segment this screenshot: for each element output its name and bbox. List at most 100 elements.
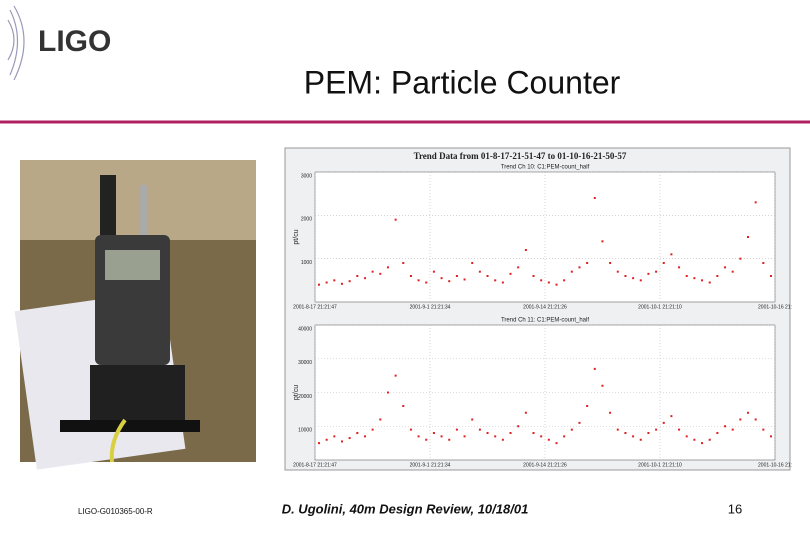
data-point [762, 262, 765, 264]
data-point [440, 277, 443, 280]
data-point [632, 277, 635, 280]
data-point [754, 201, 757, 204]
data-point [494, 435, 497, 438]
data-point [448, 438, 451, 441]
data-point [524, 411, 527, 414]
data-point [509, 432, 512, 434]
data-point [701, 442, 704, 445]
data-point [601, 384, 604, 387]
y-tick-label: 2000 [301, 217, 312, 223]
x-tick-label: 2001-9-14 21:21:26 [523, 304, 567, 310]
data-point [325, 281, 328, 284]
data-point [348, 437, 351, 440]
logo-arcs [7, 5, 25, 81]
data-point [363, 277, 366, 280]
data-point [685, 275, 688, 277]
data-point [563, 279, 566, 282]
data-point [386, 391, 389, 394]
y-axis-label: pt/cu [293, 229, 300, 244]
data-point [647, 272, 650, 275]
plot-subtitle: Trend Ch 10: C1:PEM-count_half [501, 165, 590, 171]
data-point [739, 257, 742, 260]
data-point [386, 266, 389, 269]
data-point [471, 418, 474, 421]
data-point [417, 279, 420, 282]
data-point [593, 367, 596, 370]
y-tick-label: 40000 [298, 326, 312, 332]
y-tick-label: 10000 [298, 428, 312, 434]
data-point [708, 281, 711, 284]
x-tick-label: 2001-10-16 21: [758, 462, 792, 468]
data-point [693, 438, 696, 441]
data-point [578, 266, 581, 269]
data-point [647, 432, 650, 434]
data-point [371, 428, 374, 431]
y-tick-label: 30000 [298, 360, 312, 366]
y-tick-label: 20000 [298, 394, 312, 400]
data-point [455, 275, 458, 277]
data-point [770, 275, 772, 277]
data-point [318, 442, 320, 445]
y-tick-label: 3000 [301, 173, 312, 179]
data-point [754, 418, 757, 421]
data-point [379, 418, 382, 421]
data-point [547, 281, 550, 284]
data-point [685, 435, 688, 438]
data-point [409, 428, 412, 431]
data-point [570, 270, 573, 273]
data-point [318, 283, 320, 286]
data-point [432, 432, 435, 434]
data-point [563, 435, 566, 438]
data-point [731, 428, 734, 431]
data-point [624, 275, 627, 277]
data-point [547, 438, 550, 441]
data-point [463, 435, 466, 438]
data-point [586, 405, 589, 407]
data-point [440, 435, 443, 438]
data-point [486, 275, 489, 277]
data-point [394, 218, 397, 221]
data-point [693, 277, 696, 280]
doc-id: LIGO-G010365-00-R [78, 507, 153, 516]
data-point [632, 435, 635, 438]
data-point [616, 428, 619, 431]
x-tick-label: 2001-8-17 21:21:47 [293, 462, 337, 468]
data-point [356, 275, 359, 277]
data-point [325, 438, 328, 441]
data-point [455, 428, 458, 431]
data-point [448, 280, 451, 283]
data-point [394, 374, 397, 377]
logo: LIGO [38, 25, 111, 58]
data-point [501, 281, 504, 284]
data-point [517, 266, 520, 269]
y-tick-label: 1000 [301, 260, 312, 266]
x-tick-label: 2001-8-17 21:21:47 [293, 304, 337, 310]
data-point [670, 253, 673, 256]
plot-subtitle: Trend Ch 11: C1:PEM-count_half [501, 318, 589, 324]
data-point [409, 275, 412, 277]
data-point [624, 432, 627, 434]
data-point [639, 279, 642, 282]
data-point [655, 270, 658, 273]
x-tick-label: 2001-10-1 21:21:10 [638, 462, 682, 468]
data-point [463, 278, 466, 281]
data-point [616, 270, 619, 273]
x-tick-label: 2001-9-1 21:21:34 [410, 462, 451, 468]
data-point [471, 262, 474, 264]
data-point [371, 270, 374, 273]
page-number: 16 [728, 501, 742, 516]
data-point [662, 262, 665, 264]
data-point [716, 275, 719, 277]
slide-title: PEM: Particle Counter [304, 64, 621, 100]
data-point [333, 435, 336, 438]
data-point [363, 435, 366, 438]
data-point [402, 262, 405, 264]
plot-area [314, 324, 776, 461]
data-point [524, 249, 527, 251]
data-point [716, 432, 719, 434]
data-point [425, 281, 428, 284]
data-point [555, 442, 558, 445]
data-point [532, 275, 535, 277]
